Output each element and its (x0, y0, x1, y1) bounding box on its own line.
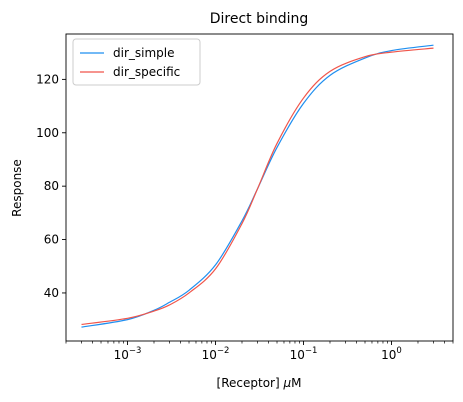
x-tick-label: 10−1 (290, 346, 318, 362)
legend-label: dir_specific (113, 65, 180, 79)
x-tick-label: 10−2 (202, 346, 230, 362)
y-axis-label: Response (10, 159, 24, 217)
plot-frame (65, 33, 454, 342)
x-tick-label: 100 (381, 346, 402, 362)
series-line-dir_simple (81, 44, 434, 328)
chart-title: Direct binding (210, 11, 309, 27)
x-axis-label: [Receptor] μM (217, 376, 302, 390)
x-axis: 10−3 10−2 10−1 100 (65, 341, 454, 362)
y-axis: 40 60 80 100 120 (36, 72, 66, 300)
legend: dir_simple dir_specific (72, 38, 201, 86)
plot-area (65, 33, 454, 342)
y-tick-label: 100 (36, 126, 59, 140)
legend-box (72, 38, 201, 86)
y-tick-label: 40 (44, 286, 59, 300)
y-tick-label: 120 (36, 72, 59, 86)
y-tick-label: 80 (44, 179, 59, 193)
legend-label: dir_simple (113, 46, 175, 60)
y-tick-label: 60 (44, 233, 59, 247)
x-tick-label: 10−3 (114, 346, 142, 362)
series-line-dir_specific (81, 47, 434, 326)
